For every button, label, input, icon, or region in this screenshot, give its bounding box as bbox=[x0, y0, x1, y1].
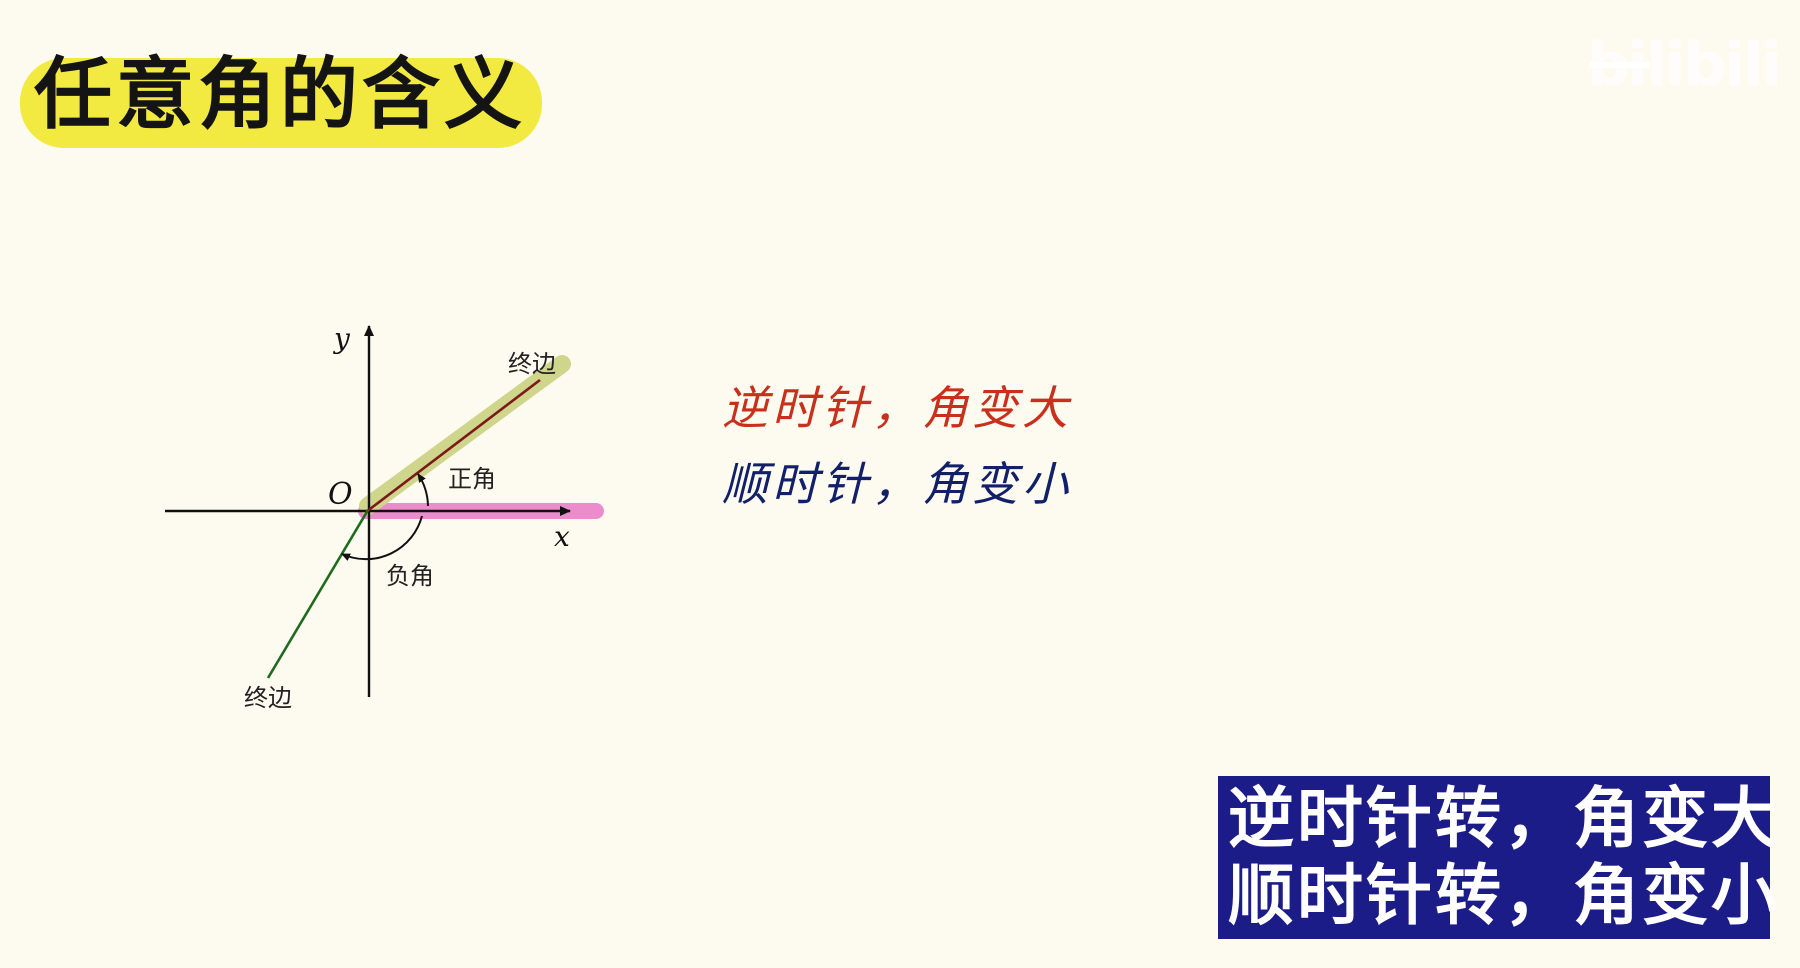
upper-terminal-side bbox=[365, 378, 541, 514]
handwritten-counterclockwise-note: 逆时针，角变大 bbox=[722, 381, 1072, 435]
positive-angle-label: 正角 bbox=[448, 465, 496, 493]
summary-box: 逆时针转，角变大 顺时针转，角变小 bbox=[1218, 776, 1777, 939]
lower-terminal-side bbox=[266, 509, 370, 679]
negative-angle-arc bbox=[341, 515, 423, 561]
y-axis-label: y bbox=[332, 322, 351, 355]
origin-label: O bbox=[328, 477, 353, 512]
summary-line-counterclockwise: 逆时针转，角变大 bbox=[1228, 780, 1780, 857]
summary-line-clockwise: 顺时针转，角变小 bbox=[1228, 857, 1780, 934]
lower-terminal-label: 终边 bbox=[244, 684, 292, 712]
watermark-logo: bilibili bbox=[1586, 30, 1782, 100]
handwritten-clockwise-note: 顺时针，角变小 bbox=[722, 457, 1072, 511]
title-highlight bbox=[20, 58, 542, 148]
page-title: 任意角的含义 bbox=[34, 50, 527, 140]
x-axis-label: x bbox=[554, 520, 570, 553]
watermark-dash bbox=[1590, 62, 1650, 68]
positive-angle-arc bbox=[417, 473, 429, 507]
negative-angle-label: 负角 bbox=[386, 562, 434, 590]
upper-terminal-label: 终边 bbox=[508, 350, 556, 378]
